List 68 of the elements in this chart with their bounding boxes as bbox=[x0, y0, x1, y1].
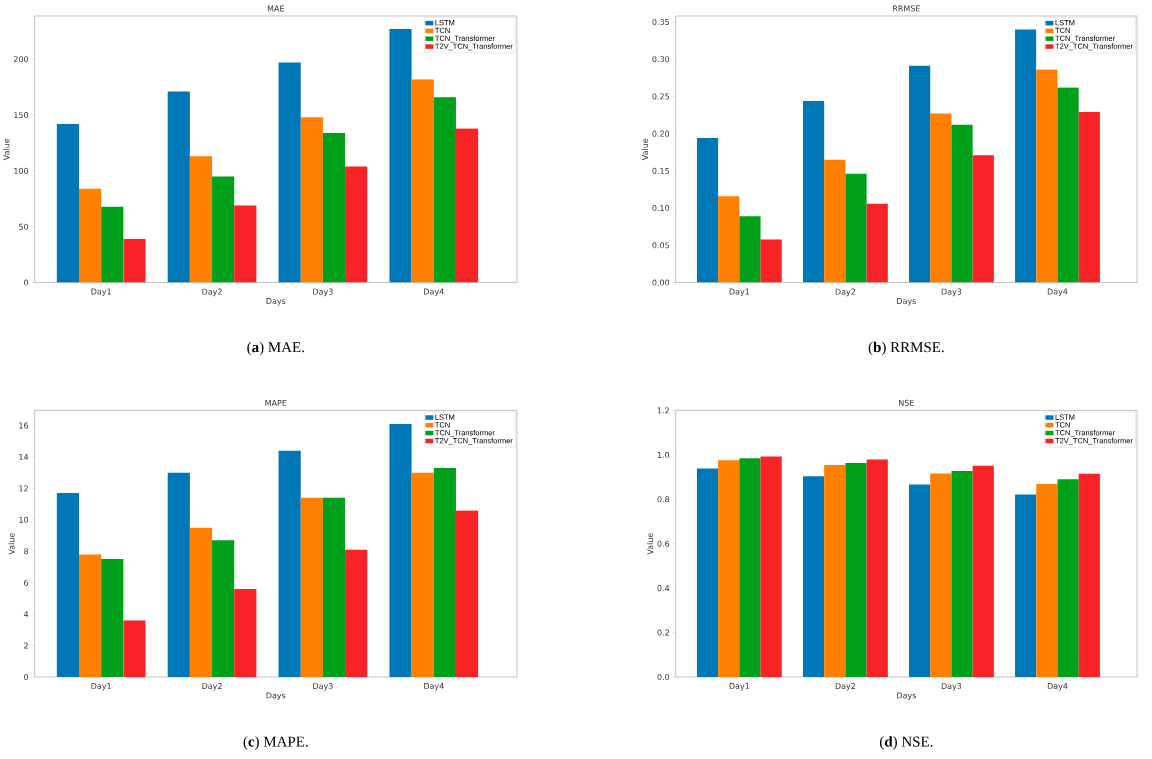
bar bbox=[909, 65, 931, 283]
bar bbox=[1015, 29, 1037, 283]
bar bbox=[866, 203, 888, 283]
bar bbox=[824, 159, 846, 283]
bar bbox=[930, 473, 952, 678]
bar bbox=[56, 493, 79, 678]
bar bbox=[433, 97, 456, 283]
bar bbox=[411, 79, 434, 283]
bar bbox=[56, 124, 79, 283]
bar bbox=[1036, 484, 1058, 678]
bar bbox=[455, 128, 479, 283]
bar bbox=[802, 100, 825, 283]
text: (b) RRMSE. bbox=[868, 341, 944, 356]
bar bbox=[1057, 479, 1079, 678]
bar bbox=[455, 510, 479, 678]
bar bbox=[101, 559, 124, 678]
bar bbox=[696, 468, 719, 678]
bar bbox=[1015, 494, 1037, 678]
bar bbox=[322, 132, 346, 283]
bar bbox=[802, 476, 825, 678]
bar bbox=[845, 173, 867, 283]
bar bbox=[760, 239, 782, 283]
bar bbox=[411, 472, 434, 678]
bar bbox=[1036, 69, 1058, 283]
bar bbox=[739, 216, 761, 283]
bar bbox=[79, 554, 102, 678]
bar bbox=[718, 196, 740, 283]
bar bbox=[79, 188, 102, 283]
bar bbox=[167, 91, 190, 283]
bar bbox=[123, 239, 146, 283]
bar bbox=[189, 156, 213, 283]
bar bbox=[866, 459, 888, 678]
bar bbox=[278, 62, 301, 283]
bar bbox=[696, 138, 719, 283]
bar bbox=[972, 155, 994, 283]
bar bbox=[345, 166, 368, 283]
text: (a) MAE. bbox=[247, 341, 304, 356]
bar bbox=[300, 497, 323, 678]
bar bbox=[345, 549, 368, 678]
bar bbox=[845, 463, 867, 678]
bar bbox=[1057, 87, 1079, 283]
bar bbox=[101, 206, 124, 283]
bar bbox=[167, 472, 190, 678]
bar bbox=[930, 113, 952, 283]
bar bbox=[189, 527, 213, 678]
text: (d) NSE. bbox=[879, 736, 933, 750]
bar bbox=[760, 456, 782, 678]
bar bbox=[234, 205, 257, 283]
bar bbox=[212, 540, 235, 678]
bar bbox=[212, 176, 235, 283]
bar bbox=[1078, 112, 1100, 283]
bar bbox=[1078, 473, 1100, 678]
bar bbox=[739, 458, 761, 678]
text: (c) MAPE. bbox=[243, 736, 308, 750]
bar bbox=[972, 465, 994, 678]
bar bbox=[300, 117, 323, 283]
bar bbox=[433, 468, 456, 678]
bar bbox=[389, 29, 412, 283]
bar bbox=[322, 497, 346, 678]
bar bbox=[718, 460, 740, 678]
bar bbox=[824, 465, 846, 678]
bar bbox=[951, 471, 973, 678]
bar bbox=[123, 620, 146, 678]
bar bbox=[909, 484, 931, 678]
bar bbox=[389, 423, 412, 678]
bar bbox=[278, 450, 301, 678]
bar bbox=[951, 124, 973, 283]
bar bbox=[234, 589, 257, 678]
